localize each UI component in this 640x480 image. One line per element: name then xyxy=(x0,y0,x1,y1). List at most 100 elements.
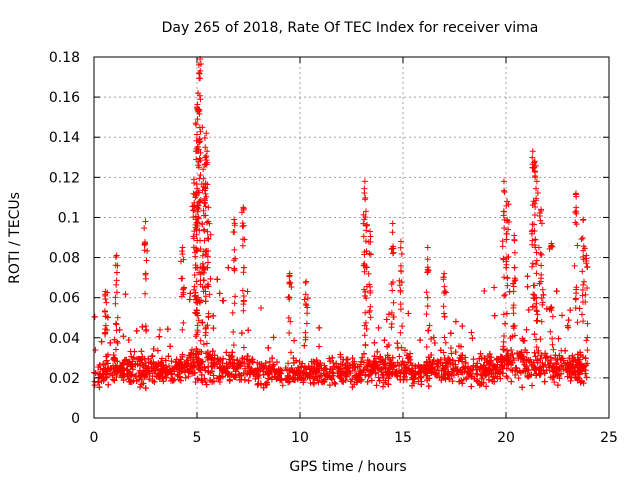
data-point xyxy=(476,355,483,362)
data-point xyxy=(441,283,448,290)
data-point xyxy=(515,355,522,362)
data-point xyxy=(435,367,442,374)
data-point xyxy=(239,223,246,230)
data-point xyxy=(142,271,149,278)
data-point xyxy=(194,220,201,227)
data-point xyxy=(579,287,586,294)
data-point xyxy=(386,360,393,367)
data-point xyxy=(547,305,554,312)
data-point xyxy=(423,343,430,350)
data-point xyxy=(474,360,481,367)
data-point xyxy=(356,368,363,375)
data-point xyxy=(532,353,539,360)
data-point xyxy=(583,337,590,344)
data-point xyxy=(191,283,198,290)
data-point xyxy=(197,60,204,67)
data-point xyxy=(524,372,531,379)
data-point xyxy=(409,362,416,369)
data-point xyxy=(482,372,489,379)
data-point xyxy=(449,378,456,385)
data-point xyxy=(529,382,536,389)
data-point xyxy=(191,272,198,279)
data-point xyxy=(490,374,497,381)
x-axis-title: GPS time / hours xyxy=(289,459,406,475)
data-point xyxy=(245,327,252,334)
data-point xyxy=(330,360,337,367)
data-point xyxy=(491,312,498,319)
data-point xyxy=(407,350,414,357)
data-point xyxy=(425,354,432,361)
data-point xyxy=(528,371,535,378)
data-point xyxy=(240,344,247,351)
data-point xyxy=(199,260,206,267)
data-point xyxy=(567,307,574,314)
data-point xyxy=(143,257,150,264)
data-point xyxy=(532,185,539,192)
data-point xyxy=(140,362,147,369)
data-point xyxy=(192,224,199,231)
data-point xyxy=(116,326,123,333)
data-point xyxy=(240,269,247,276)
data-point xyxy=(367,233,374,240)
data-point xyxy=(567,377,574,384)
data-point xyxy=(193,231,200,238)
data-point xyxy=(103,299,110,306)
data-point xyxy=(574,351,581,358)
data-point xyxy=(191,286,198,293)
data-point xyxy=(100,365,107,372)
data-point xyxy=(196,198,203,205)
data-point xyxy=(215,358,222,365)
data-point xyxy=(244,370,251,377)
data-point xyxy=(371,339,378,346)
data-point xyxy=(245,377,252,384)
data-point xyxy=(221,365,228,372)
data-point xyxy=(440,274,447,281)
data-point xyxy=(113,321,120,328)
data-point xyxy=(503,236,510,243)
data-point xyxy=(167,343,174,350)
data-point xyxy=(385,375,392,382)
data-point xyxy=(231,220,238,227)
data-point xyxy=(437,359,444,366)
data-point xyxy=(431,366,438,373)
data-point xyxy=(195,317,202,324)
data-point xyxy=(468,373,475,380)
data-point xyxy=(572,219,579,226)
data-point xyxy=(564,359,571,366)
data-point xyxy=(231,246,238,253)
data-point xyxy=(503,373,510,380)
data-point xyxy=(138,348,145,355)
data-point xyxy=(232,255,239,262)
data-point xyxy=(533,178,540,185)
data-point xyxy=(523,365,530,372)
data-point xyxy=(538,262,545,269)
data-point xyxy=(547,374,554,381)
data-point xyxy=(477,350,484,357)
data-point xyxy=(142,323,149,330)
data-point xyxy=(503,310,510,317)
data-point xyxy=(579,353,586,360)
data-point xyxy=(183,357,190,364)
data-point xyxy=(156,333,163,340)
data-point xyxy=(302,279,309,286)
data-point xyxy=(201,266,208,273)
data-point xyxy=(442,376,449,383)
data-point xyxy=(159,370,166,377)
data-point xyxy=(239,355,246,362)
data-point xyxy=(394,373,401,380)
data-point xyxy=(156,372,163,379)
data-point xyxy=(243,356,250,363)
data-point xyxy=(483,383,490,390)
y-tick-label: 0.1 xyxy=(58,210,80,226)
data-point xyxy=(525,373,532,380)
data-point xyxy=(206,291,213,298)
data-point xyxy=(460,363,467,370)
data-point xyxy=(409,374,416,381)
data-point xyxy=(554,382,561,389)
data-point xyxy=(512,364,519,371)
data-point xyxy=(204,356,211,363)
data-point xyxy=(452,361,459,368)
data-point xyxy=(584,334,591,341)
data-point xyxy=(181,369,188,376)
data-point xyxy=(579,234,586,241)
